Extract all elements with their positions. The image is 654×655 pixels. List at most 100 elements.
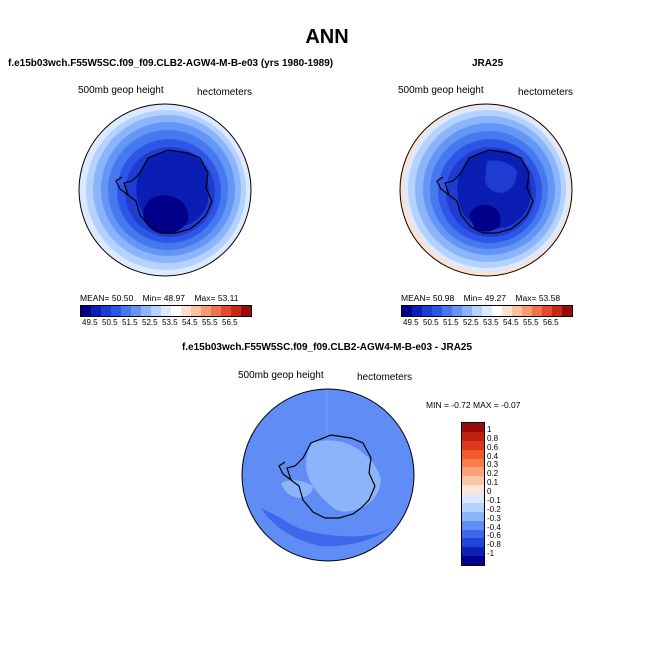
colorbar-swatch (111, 306, 121, 316)
colorbar-tick-label: 0.3 (487, 460, 499, 470)
diff-units-label: hectometers (357, 372, 413, 383)
diff-map-border (241, 388, 415, 562)
colorbar-swatch (482, 306, 492, 316)
diff-antarctica-outline (278, 434, 376, 519)
right-map-border (399, 103, 573, 277)
right-polar-map (399, 103, 573, 277)
colorbar-swatch (462, 458, 484, 468)
colorbar-tick-label: 56.5 (222, 318, 238, 327)
colorbar-tick-label: 0.8 (487, 433, 499, 443)
colorbar-tick-label: 0.1 (487, 478, 499, 488)
colorbar-swatch (452, 306, 462, 316)
colorbar-swatch (552, 306, 562, 316)
colorbar-swatch (562, 306, 572, 316)
colorbar-swatch (462, 556, 484, 565)
colorbar-swatch (81, 306, 91, 316)
left-units-label: hectometers (197, 87, 253, 98)
right-colorbar (401, 305, 573, 317)
colorbar-tick-label: 55.5 (523, 318, 539, 327)
colorbar-swatch (462, 511, 484, 521)
colorbar-swatch (462, 547, 484, 557)
colorbar-swatch (121, 306, 131, 316)
right-antarctica-outline (436, 149, 534, 234)
colorbar-swatch (532, 306, 542, 316)
colorbar-swatch (201, 306, 211, 316)
colorbar-swatch (211, 306, 221, 316)
colorbar-tick-label: -1 (487, 549, 495, 559)
diff-contour-fill (242, 389, 414, 561)
colorbar-swatch (141, 306, 151, 316)
right-case-title: JRA25 (472, 58, 504, 69)
colorbar-swatch (402, 306, 412, 316)
colorbar-tick-label: -0.3 (487, 513, 501, 523)
diff-polar-map (241, 388, 415, 562)
page-title: ANN (305, 26, 349, 48)
colorbar-swatch (91, 306, 101, 316)
colorbar-swatch (462, 467, 484, 477)
colorbar-swatch (512, 306, 522, 316)
diff-case-title: f.e15b03wch.F55W5SC.f09_f09.CLB2-AGW4-M-… (181, 342, 473, 353)
right-contour-fill (400, 104, 572, 276)
colorbar-swatch (131, 306, 141, 316)
colorbar-swatch (161, 306, 171, 316)
colorbar-tick-label: 0 (487, 487, 492, 496)
diff-colorbar (461, 422, 485, 566)
colorbar-swatch (502, 306, 512, 316)
colorbar-swatch (462, 423, 484, 432)
colorbar-tick-label: -0.6 (487, 531, 501, 541)
colorbar-tick-label: -0.2 (487, 504, 501, 514)
colorbar-tick-label: -0.1 (487, 495, 501, 505)
colorbar-tick-label: 52.5 (463, 318, 479, 327)
colorbar-swatch (462, 502, 484, 512)
colorbar-swatch (171, 306, 181, 316)
colorbar-swatch (181, 306, 191, 316)
colorbar-swatch (412, 306, 422, 316)
colorbar-tick-label: 52.5 (142, 318, 158, 327)
left-colorbar (80, 305, 252, 317)
diff-minmax: MIN = -0.72 MAX = -0.07 (426, 400, 521, 410)
colorbar-swatch (221, 306, 231, 316)
colorbar-swatch (231, 306, 241, 316)
left-polar-map (78, 103, 252, 277)
colorbar-swatch (442, 306, 452, 316)
colorbar-swatch (472, 306, 482, 316)
right-units-label: hectometers (518, 87, 574, 98)
colorbar-swatch (462, 440, 484, 450)
colorbar-tick-label: 1 (487, 424, 492, 434)
colorbar-swatch (241, 306, 251, 316)
colorbar-swatch (101, 306, 111, 316)
colorbar-tick-label: 51.5 (443, 318, 459, 327)
colorbar-swatch (462, 431, 484, 441)
colorbar-tick-label: 53.5 (483, 318, 499, 327)
colorbar-tick-label: -0.4 (487, 522, 501, 532)
diff-variable-label: 500mb geop height (238, 370, 324, 381)
left-contour-fill (79, 104, 251, 276)
colorbar-swatch (462, 449, 484, 459)
colorbar-swatch (422, 306, 432, 316)
colorbar-swatch (462, 538, 484, 548)
colorbar-tick-label: -0.8 (487, 540, 501, 550)
left-variable-label: 500mb geop height (78, 85, 164, 96)
colorbar-tick-label: 50.5 (423, 318, 439, 327)
colorbar-tick-label: 0.2 (487, 469, 499, 479)
colorbar-tick-label: 0.6 (487, 442, 499, 452)
right-variable-label: 500mb geop height (398, 85, 484, 96)
colorbar-tick-label: 56.5 (543, 318, 559, 327)
colorbar-swatch (542, 306, 552, 316)
colorbar-tick-label: 50.5 (102, 318, 118, 327)
colorbar-swatch (462, 529, 484, 539)
left-antarctica-outline (115, 149, 213, 234)
diff-colorbar-labels: 1 0.8 0.6 0.4 0.3 0.2 0.1 0 -0.1 -0.2 -0.3 -0.4 -0.6… (487, 422, 527, 566)
left-stats: MEAN= 50.50 Min= 48.97 Max= 53.11 (80, 293, 239, 303)
colorbar-tick-label: 51.5 (122, 318, 138, 327)
colorbar-swatch (462, 476, 484, 486)
colorbar-swatch (522, 306, 532, 316)
colorbar-swatch (492, 306, 502, 316)
colorbar-tick-label: 49.5 (403, 318, 419, 327)
colorbar-swatch (462, 520, 484, 530)
colorbar-swatch (462, 485, 484, 494)
colorbar-swatch (191, 306, 201, 316)
colorbar-tick-label: 55.5 (202, 318, 218, 327)
colorbar-swatch (432, 306, 442, 316)
colorbar-swatch (462, 494, 484, 503)
